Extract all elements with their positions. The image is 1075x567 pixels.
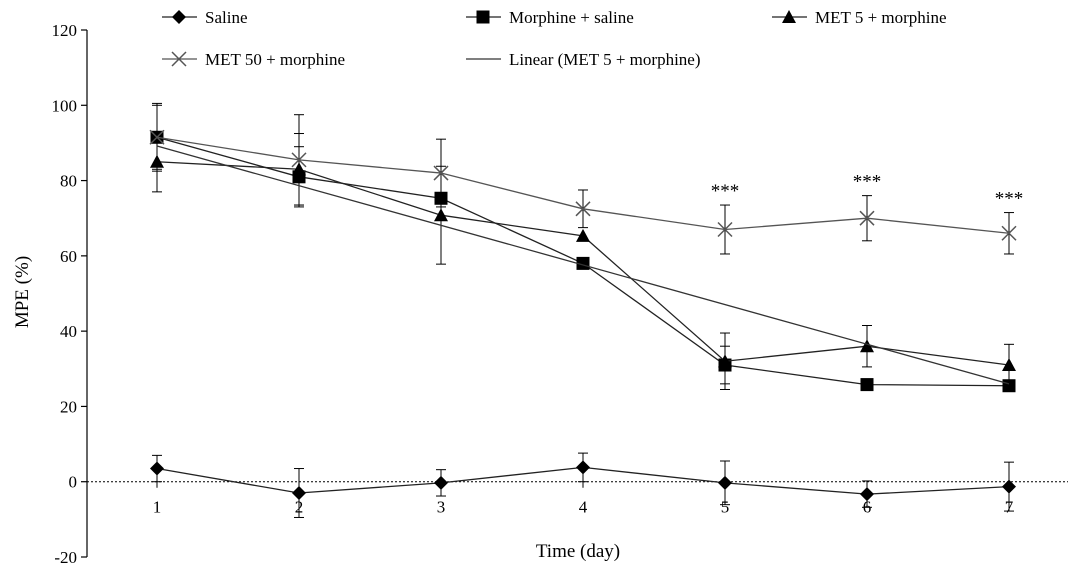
marker-stroke bbox=[291, 152, 307, 168]
data-point bbox=[291, 152, 307, 168]
data-point bbox=[1002, 479, 1016, 494]
marker-stroke bbox=[149, 129, 165, 145]
data-point bbox=[860, 339, 874, 353]
data-point bbox=[575, 201, 591, 217]
y-tick-label: -20 bbox=[54, 548, 77, 567]
y-tick-label: 80 bbox=[60, 172, 77, 191]
data-point bbox=[1001, 225, 1017, 241]
trend-line bbox=[156, 145, 1010, 385]
data-point bbox=[576, 228, 590, 242]
marker-stroke bbox=[433, 165, 449, 181]
series-linear-met-5-morphine bbox=[156, 145, 1010, 385]
marker-stroke bbox=[859, 210, 875, 226]
y-tick-label: 100 bbox=[52, 96, 78, 115]
data-point bbox=[576, 256, 590, 270]
legend: Saline Morphine + saline MET 5 + morphine M… bbox=[162, 8, 947, 69]
legend-item-met-5-morphine: MET 5 + morphine bbox=[772, 8, 947, 27]
data-point bbox=[292, 486, 306, 501]
data-point bbox=[150, 461, 164, 476]
y-tick-label: 0 bbox=[69, 473, 78, 492]
x-tick-label: 1 bbox=[153, 498, 162, 517]
legend-item-saline: Saline bbox=[162, 8, 248, 27]
legend-item-morphine-saline: Morphine + saline bbox=[466, 8, 634, 27]
data-point bbox=[434, 475, 448, 490]
y-tick-label: 40 bbox=[60, 322, 77, 341]
data-point bbox=[860, 487, 874, 502]
y-axis-label: MPE (%) bbox=[12, 256, 33, 328]
significance-label: *** bbox=[853, 172, 882, 193]
series-met-50-morphine bbox=[149, 102, 1017, 255]
legend-item-linear-met-5-morphine: Linear (MET 5 + morphine) bbox=[466, 50, 701, 69]
x-tick-label: 5 bbox=[721, 498, 730, 517]
data-point bbox=[434, 208, 448, 222]
legend-label: MET 5 + morphine bbox=[815, 8, 947, 27]
data-point bbox=[860, 378, 874, 392]
y-tick-label: 120 bbox=[52, 21, 78, 40]
legend-marker bbox=[172, 10, 186, 24]
data-point bbox=[576, 460, 590, 475]
data-point bbox=[433, 165, 449, 181]
plot-area: *** *** *** bbox=[149, 102, 1024, 518]
y-tick-label: 60 bbox=[60, 247, 77, 266]
legend-label: MET 50 + morphine bbox=[205, 50, 345, 69]
significance-label: *** bbox=[711, 181, 740, 202]
axes: -200204060801001201234567 bbox=[52, 21, 1068, 567]
data-point bbox=[718, 475, 732, 490]
x-axis-label: Time (day) bbox=[536, 541, 620, 562]
legend-marker bbox=[171, 51, 187, 67]
data-point bbox=[859, 210, 875, 226]
x-tick-label: 4 bbox=[579, 498, 588, 517]
legend-marker bbox=[782, 10, 796, 23]
marker-stroke bbox=[575, 201, 591, 217]
legend-marker bbox=[476, 10, 490, 24]
legend-label: Morphine + saline bbox=[509, 8, 634, 27]
data-point bbox=[717, 221, 733, 238]
marker-stroke bbox=[1001, 225, 1017, 241]
legend-label: Linear (MET 5 + morphine) bbox=[509, 50, 701, 69]
data-point bbox=[1002, 358, 1016, 372]
series-saline bbox=[150, 452, 1016, 518]
x-tick-label: 3 bbox=[437, 498, 446, 517]
legend-item-met-50-morphine: MET 50 + morphine bbox=[162, 50, 345, 69]
marker-stroke bbox=[717, 221, 733, 238]
legend-label: Saline bbox=[205, 8, 248, 27]
marker-stroke bbox=[171, 51, 187, 67]
data-point bbox=[718, 354, 732, 368]
significance-label: *** bbox=[995, 189, 1024, 210]
data-point bbox=[149, 129, 165, 145]
y-tick-label: 20 bbox=[60, 397, 77, 416]
